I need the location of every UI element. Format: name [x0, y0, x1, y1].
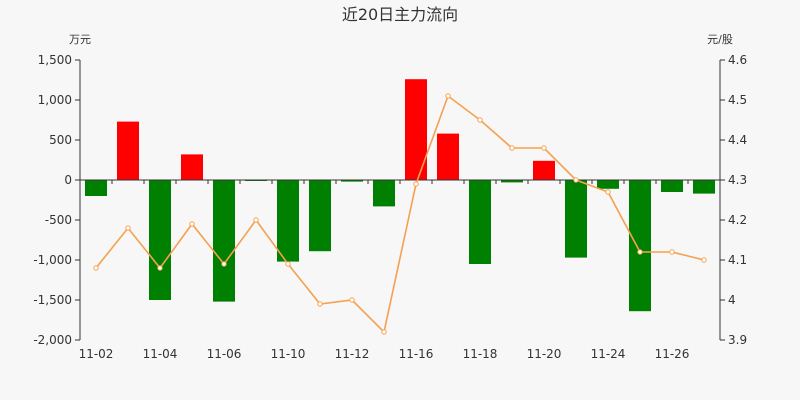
- flow-bar: [469, 180, 491, 264]
- price-point: [605, 189, 611, 195]
- x-tick-label: 11-06: [207, 347, 242, 361]
- x-tick-label: 11-24: [591, 347, 626, 361]
- left-tick-label: 0: [64, 173, 72, 187]
- price-point: [125, 225, 131, 231]
- flow-bar: [373, 180, 395, 207]
- flow-bar: [437, 133, 459, 180]
- right-tick-label: 3.9: [728, 333, 747, 347]
- price-line: [95, 94, 705, 334]
- price-point: [189, 221, 195, 227]
- price-point: [413, 181, 419, 187]
- price-point: [253, 217, 259, 223]
- right-tick-label: 4.6: [728, 53, 747, 67]
- left-tick-label: 1,000: [38, 93, 72, 107]
- x-tick-label: 11-10: [271, 347, 306, 361]
- price-point: [285, 261, 291, 267]
- left-tick-label: -1,000: [33, 253, 72, 267]
- left-tick-label: -1,500: [33, 293, 72, 307]
- price-point: [157, 265, 163, 271]
- right-tick-label: 4.2: [728, 213, 747, 227]
- price-point: [637, 249, 643, 255]
- x-tick-label: 11-12: [335, 347, 370, 361]
- price-point: [93, 265, 99, 271]
- price-point: [541, 145, 547, 151]
- flow-bar: [597, 180, 619, 189]
- flow-bar: [85, 180, 107, 196]
- price-point: [669, 249, 675, 255]
- price-point: [349, 297, 355, 303]
- right-axis-unit: 元/股: [707, 33, 733, 46]
- price-point: [477, 117, 483, 123]
- right-tick-label: 4.3: [728, 173, 747, 187]
- left-axis-unit: 万元: [69, 33, 91, 46]
- flow-bar: [533, 160, 555, 180]
- flow-bar: [213, 180, 235, 302]
- flow-bar: [565, 180, 587, 258]
- price-point: [573, 177, 579, 183]
- flow-bar: [181, 154, 203, 180]
- x-tick-label: 11-04: [143, 347, 178, 361]
- flow-bar: [693, 180, 715, 194]
- x-tick-label: 11-20: [527, 347, 562, 361]
- flow-bar: [405, 79, 427, 180]
- price-point: [317, 301, 323, 307]
- flow-bar: [309, 180, 331, 252]
- flow-bar: [149, 180, 171, 300]
- left-tick-label: -500: [45, 213, 72, 227]
- right-tick-label: 4.5: [728, 93, 747, 107]
- price-point: [445, 93, 451, 99]
- flow-bar: [117, 121, 139, 180]
- flow-bar: [661, 180, 683, 192]
- left-tick-label: 500: [49, 133, 72, 147]
- flow-bar: [277, 180, 299, 262]
- price-point: [509, 145, 515, 151]
- price-point: [381, 329, 387, 335]
- flow-bar: [341, 180, 363, 182]
- price-point: [701, 257, 707, 263]
- chart-title: 近20日主力流向: [342, 5, 458, 24]
- right-tick-label: 4.1: [728, 253, 747, 267]
- right-tick-label: 4.4: [728, 133, 747, 147]
- x-tick-label: 11-16: [399, 347, 434, 361]
- x-tick-label: 11-02: [79, 347, 114, 361]
- right-tick-label: 4: [728, 293, 736, 307]
- left-tick-label: -2,000: [33, 333, 72, 347]
- x-tick-label: 11-26: [655, 347, 690, 361]
- price-point: [221, 261, 227, 267]
- left-tick-label: 1,500: [38, 53, 72, 67]
- x-tick-label: 11-18: [463, 347, 498, 361]
- flow-bar: [501, 180, 523, 183]
- flow-bar: [629, 180, 651, 312]
